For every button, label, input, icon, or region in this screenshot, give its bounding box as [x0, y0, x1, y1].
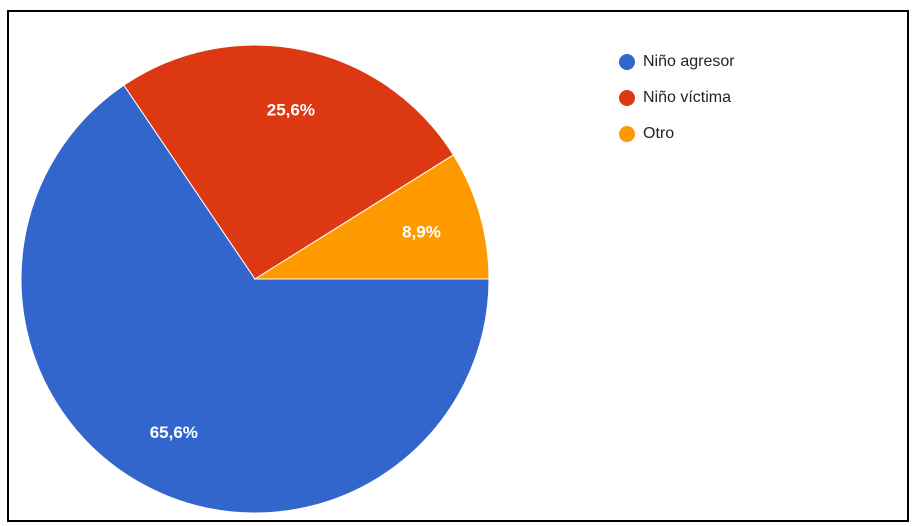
- legend: Niño agresor Niño víctima Otro: [619, 44, 735, 152]
- pie-slice-labels: 65,6% 25,6% 8,9%: [150, 101, 441, 442]
- legend-swatch: [619, 54, 635, 70]
- legend-label: Niño víctima: [643, 89, 732, 106]
- legend-label: Otro: [643, 125, 675, 142]
- pie-slice-1[interactable]: [123, 44, 455, 280]
- pie-slice-label-1: 25,6%: [267, 101, 315, 120]
- pie-slice-0[interactable]: [20, 84, 490, 514]
- legend-item-otro[interactable]: Otro: [619, 116, 735, 152]
- pie-slices: [20, 44, 490, 514]
- pie-slice-label-0: 65,6%: [150, 423, 198, 442]
- legend-swatch: [619, 126, 635, 142]
- legend-label: Niño agresor: [643, 53, 735, 70]
- pie-slice-2[interactable]: [253, 154, 490, 280]
- legend-item-nino-agresor[interactable]: Niño agresor: [619, 44, 735, 80]
- chart-frame: 65,6% 25,6% 8,9% Niño agresor Niño víctima…: [7, 10, 909, 522]
- legend-swatch: [619, 90, 635, 106]
- pie-chart: 65,6% 25,6% 8,9%: [20, 44, 490, 514]
- pie-slice-label-2: 8,9%: [402, 222, 441, 241]
- legend-item-nino-victima[interactable]: Niño víctima: [619, 80, 735, 116]
